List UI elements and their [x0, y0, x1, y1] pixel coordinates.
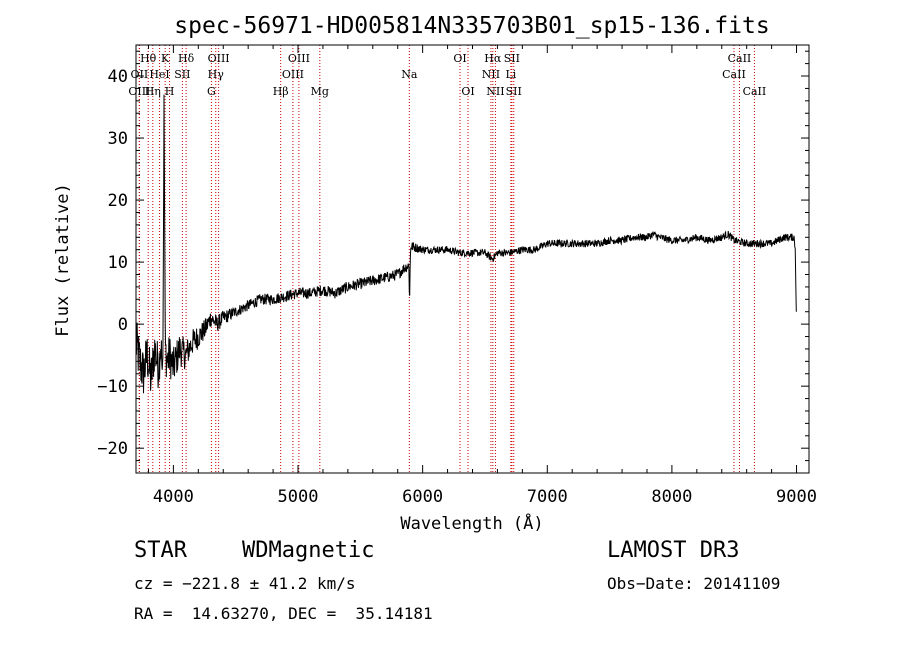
spectral-line-label: SII: [504, 52, 520, 65]
spectral-line-markers: [138, 45, 755, 473]
spectral-line-label: Na: [401, 68, 418, 81]
x-axis-ticks: 4000 5000 6000 7000 8000 9000: [147, 45, 817, 507]
y-tick-label: 10: [108, 253, 128, 273]
x-tick-label: 4000: [153, 487, 194, 507]
spectral-line-label: H: [165, 85, 175, 98]
spectrum-series-line: [135, 94, 797, 394]
spectral-line-label: SII: [174, 68, 190, 81]
y-axis-ticks: −20 −10 0 10 20 30 40: [97, 50, 809, 474]
spectral-line-label: K: [161, 52, 170, 65]
y-tick-label: 40: [108, 67, 128, 87]
spectral-line-label: Li: [505, 68, 516, 81]
spectral-line-label: Hγ: [208, 68, 225, 81]
spectral-line-label: NII: [486, 85, 504, 98]
observation-date-text: Obs−Date: 20141109: [607, 574, 781, 593]
x-axis-label: Wavelength (Å): [400, 512, 543, 534]
x-tick-label: 5000: [278, 487, 319, 507]
spectral-line-label: NII: [482, 68, 500, 81]
spectral-line-label: HeI: [149, 68, 169, 81]
plot-frame: [135, 44, 810, 474]
spectral-line-label: Hα: [484, 52, 502, 65]
spectral-line-label: G: [207, 85, 216, 98]
x-tick-label: 9000: [776, 487, 817, 507]
y-axis-label: Flux (relative): [53, 183, 73, 337]
x-tick-label: 6000: [402, 487, 443, 507]
spectral-line-label: Hθ: [140, 52, 157, 65]
y-tick-label: 0: [118, 315, 128, 335]
y-tick-label: 30: [108, 129, 128, 149]
coordinates-text: RA = 14.63270, DEC = 35.14181: [134, 604, 433, 623]
spectral-line-label: Hη: [145, 85, 161, 98]
spectral-line-label: OII: [131, 68, 149, 81]
x-tick-label: 7000: [527, 487, 568, 507]
survey-label: LAMOST DR3: [607, 538, 740, 563]
x-tick-label: 8000: [651, 487, 692, 507]
spectral-line-label: OI: [453, 52, 466, 65]
redshift-text: cz = −221.8 ± 41.2 km/s: [134, 574, 356, 593]
spectral-line-label: OI: [461, 85, 474, 98]
object-subclass-label: WDMagnetic: [242, 538, 375, 563]
y-tick-label: −10: [97, 377, 128, 397]
spectral-line-label: SII: [506, 85, 522, 98]
spectral-line-label: OIII: [208, 52, 230, 65]
object-class-label: STAR: [134, 538, 187, 563]
spectral-line-label: Hδ: [178, 52, 195, 65]
spectral-line-label: CaII: [722, 68, 746, 81]
spectral-line-label: OIII: [282, 68, 304, 81]
chart-title: spec-56971-HD005814N335703B01_sp15-136.f…: [174, 13, 769, 39]
y-tick-label: −20: [97, 439, 128, 459]
y-tick-label: 20: [108, 191, 128, 211]
spectral-line-label: CaII: [728, 52, 752, 65]
spectral-line-label: CaII: [743, 85, 767, 98]
spectral-line-label: Hβ: [273, 85, 289, 98]
spectral-line-label: OIII: [128, 85, 150, 98]
spectral-line-label: Mg: [311, 85, 329, 98]
spectral-line-label: OIII: [288, 52, 310, 65]
